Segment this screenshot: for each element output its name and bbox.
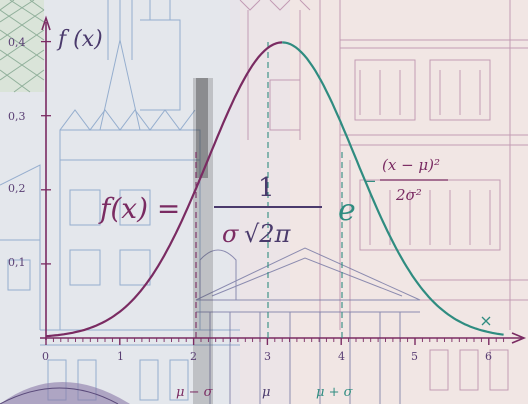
x-tick-label-4: 4 <box>338 350 345 363</box>
x-tick-label-6: 6 <box>485 350 492 363</box>
x-tick-label-2: 2 <box>190 350 197 363</box>
right-building-engraving <box>239 0 528 391</box>
pediment-building <box>195 247 421 404</box>
y-tick-label-0.3: 0,3 <box>8 110 26 123</box>
formula-lhs: f(x) = <box>98 192 180 225</box>
security-thread-dark <box>196 78 208 178</box>
y-tick-label-0.2: 0,2 <box>8 182 26 195</box>
y-tick-label-0.1: 0,1 <box>8 256 26 269</box>
x-tick-label-5: 5 <box>411 350 418 363</box>
y-axis-label: f (x) <box>56 27 103 52</box>
cross-marker <box>481 316 491 326</box>
formula-denominator-sigma: σ <box>222 220 239 248</box>
bottom-left-arc-inner <box>0 387 119 404</box>
x-annotation-mu: μ <box>262 385 270 400</box>
x-minor-ticks <box>45 338 505 345</box>
x-annotations: μ − σ μ μ + σ <box>176 385 354 400</box>
left-building-engraving <box>0 0 240 401</box>
formula-exponent-sign: − <box>364 172 377 190</box>
x-annotation-mu-minus-sigma: μ − σ <box>176 385 214 400</box>
y-tick-label-0.4: 0,4 <box>8 36 26 49</box>
gauss-formula: f(x) = 1 σ √2π e − (x − μ)² 2σ² <box>98 156 448 248</box>
formula-numerator: 1 <box>258 173 275 203</box>
formula-base-e: e <box>338 193 356 228</box>
y-tick-marks <box>41 40 51 265</box>
formula-exponent-denominator: 2σ² <box>395 186 422 204</box>
x-axis-arrow <box>511 332 527 344</box>
y-tick-labels: 0,4 0,3 0,2 0,1 <box>8 36 26 269</box>
formula-denominator-root: √2π <box>244 220 292 248</box>
formula-exponent-numerator: (x − μ)² <box>382 156 440 174</box>
x-tick-label-0: 0 <box>42 350 49 363</box>
bottom-left-arc <box>0 382 130 404</box>
guilloche-pattern <box>0 0 45 93</box>
x-annotation-mu-plus-sigma: μ + σ <box>316 385 354 400</box>
bell-curve-right-half <box>282 41 504 336</box>
x-tick-label-1: 1 <box>117 350 124 363</box>
bell-curve-left-half <box>45 41 283 338</box>
y-axis-arrow <box>41 15 51 31</box>
sigma-guides <box>195 42 343 338</box>
x-tick-label-3: 3 <box>264 350 271 363</box>
x-tick-labels: 0 1 2 3 4 5 6 <box>42 350 492 363</box>
